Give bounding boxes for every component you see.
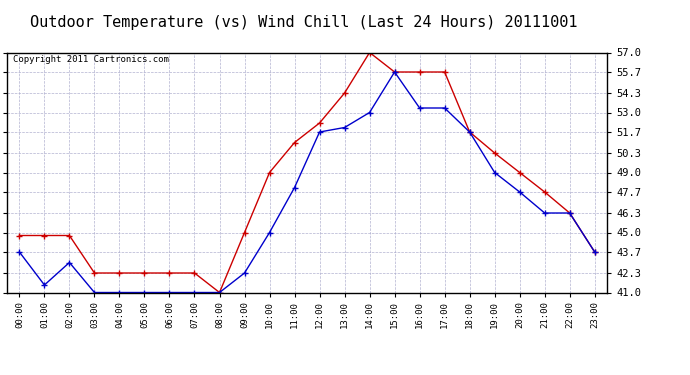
Text: Outdoor Temperature (vs) Wind Chill (Last 24 Hours) 20111001: Outdoor Temperature (vs) Wind Chill (Las…: [30, 15, 578, 30]
Text: Copyright 2011 Cartronics.com: Copyright 2011 Cartronics.com: [13, 55, 169, 64]
